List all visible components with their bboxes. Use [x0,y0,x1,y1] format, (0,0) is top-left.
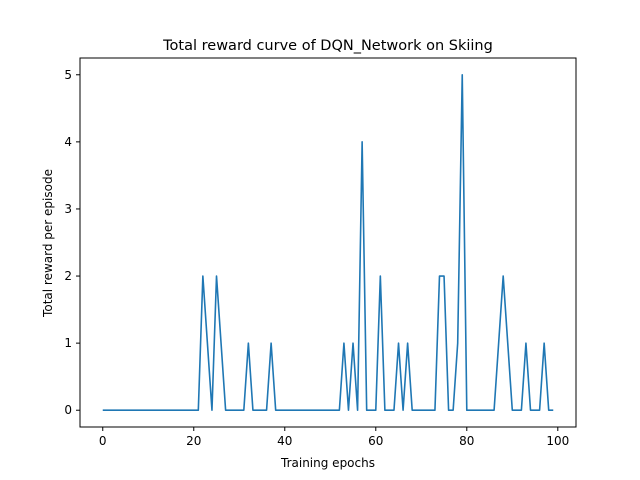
y-tick-label: 1 [64,336,72,350]
chart-title: Total reward curve of DQN_Network on Ski… [162,38,493,54]
x-tick-label: 60 [368,434,383,448]
series-layer [102,73,554,412]
x-tick-label: 100 [546,434,569,448]
reward-series-line [102,73,554,412]
x-tick-label: 20 [186,434,201,448]
y-tick-label: 0 [64,403,72,417]
y-tick-label: 4 [64,135,72,149]
y-tick-label: 3 [64,202,72,216]
plot-frame [79,57,577,428]
y-axis-ticks: 0 1 2 3 4 5 [64,68,80,417]
x-tick-label: 80 [459,434,474,448]
x-axis-ticks: 0 20 40 60 80 100 [99,427,569,448]
y-tick-label: 5 [64,68,72,82]
x-axis-label: Training epochs [280,456,375,470]
x-tick-label: 0 [99,434,107,448]
y-tick-label: 2 [64,269,72,283]
y-axis-label: Total reward per episode [41,169,55,318]
x-tick-label: 40 [277,434,292,448]
